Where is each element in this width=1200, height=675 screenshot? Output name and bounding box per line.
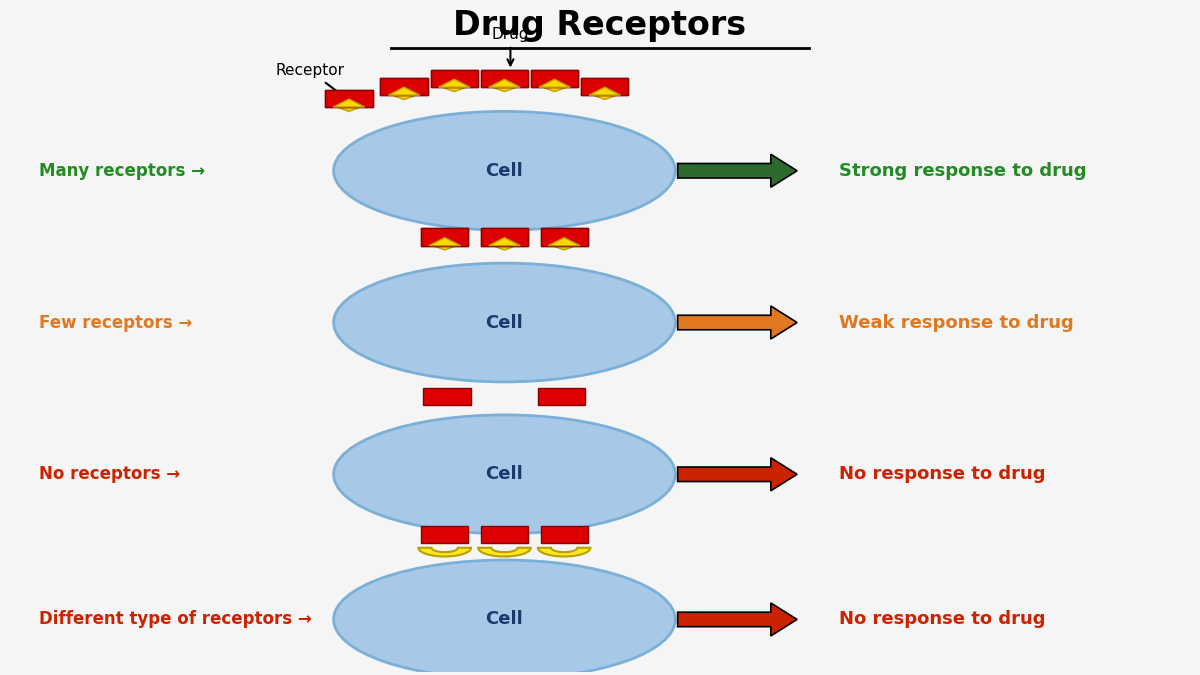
Polygon shape — [533, 80, 577, 92]
Polygon shape — [389, 87, 420, 95]
FancyBboxPatch shape — [421, 228, 468, 246]
Text: Drug: Drug — [492, 27, 529, 65]
FancyBboxPatch shape — [530, 70, 578, 87]
FancyBboxPatch shape — [581, 78, 629, 95]
Polygon shape — [548, 238, 580, 246]
Text: No response to drug: No response to drug — [839, 610, 1045, 628]
FancyArrow shape — [678, 603, 797, 636]
FancyArrow shape — [678, 155, 797, 187]
Text: Cell: Cell — [486, 162, 523, 180]
Polygon shape — [334, 99, 365, 107]
FancyBboxPatch shape — [540, 228, 588, 246]
Polygon shape — [482, 80, 527, 92]
Polygon shape — [482, 238, 527, 250]
Polygon shape — [438, 79, 470, 87]
FancyBboxPatch shape — [421, 526, 468, 543]
FancyBboxPatch shape — [481, 526, 528, 543]
Polygon shape — [478, 548, 530, 556]
Polygon shape — [428, 238, 461, 246]
FancyBboxPatch shape — [481, 228, 528, 246]
FancyBboxPatch shape — [540, 228, 588, 246]
Polygon shape — [488, 238, 521, 246]
Text: Cell: Cell — [486, 610, 523, 628]
FancyBboxPatch shape — [380, 78, 427, 95]
Text: Cell: Cell — [486, 313, 523, 331]
Polygon shape — [326, 100, 371, 111]
Text: Weak response to drug: Weak response to drug — [839, 313, 1074, 331]
Text: Different type of receptors →: Different type of receptors → — [38, 610, 311, 628]
Ellipse shape — [334, 415, 676, 534]
Polygon shape — [539, 79, 570, 87]
Text: Drug Receptors: Drug Receptors — [454, 9, 746, 42]
FancyBboxPatch shape — [421, 228, 468, 246]
FancyBboxPatch shape — [481, 70, 528, 87]
Polygon shape — [422, 238, 467, 250]
FancyBboxPatch shape — [581, 78, 629, 95]
Ellipse shape — [334, 111, 676, 230]
FancyBboxPatch shape — [431, 70, 478, 87]
FancyBboxPatch shape — [530, 70, 578, 87]
FancyBboxPatch shape — [538, 387, 586, 405]
Ellipse shape — [334, 560, 676, 675]
Polygon shape — [582, 88, 628, 99]
FancyBboxPatch shape — [540, 526, 588, 543]
Text: Strong response to drug: Strong response to drug — [839, 162, 1086, 180]
FancyBboxPatch shape — [424, 387, 470, 405]
FancyArrow shape — [678, 306, 797, 339]
Polygon shape — [419, 548, 470, 556]
Polygon shape — [382, 88, 426, 99]
FancyBboxPatch shape — [380, 78, 427, 95]
Text: Receptor: Receptor — [275, 63, 354, 104]
Polygon shape — [432, 80, 476, 92]
Text: Cell: Cell — [486, 465, 523, 483]
FancyBboxPatch shape — [481, 70, 528, 87]
Text: Many receptors →: Many receptors → — [38, 162, 205, 180]
Text: No receptors →: No receptors → — [38, 465, 180, 483]
FancyBboxPatch shape — [431, 70, 478, 87]
Polygon shape — [488, 79, 521, 87]
Polygon shape — [589, 87, 620, 95]
FancyArrow shape — [678, 458, 797, 491]
Polygon shape — [538, 548, 590, 556]
FancyBboxPatch shape — [481, 228, 528, 246]
FancyBboxPatch shape — [325, 90, 372, 107]
Ellipse shape — [334, 263, 676, 382]
FancyBboxPatch shape — [325, 90, 372, 107]
Polygon shape — [542, 238, 587, 250]
Text: No response to drug: No response to drug — [839, 465, 1045, 483]
Text: Few receptors →: Few receptors → — [38, 313, 192, 331]
